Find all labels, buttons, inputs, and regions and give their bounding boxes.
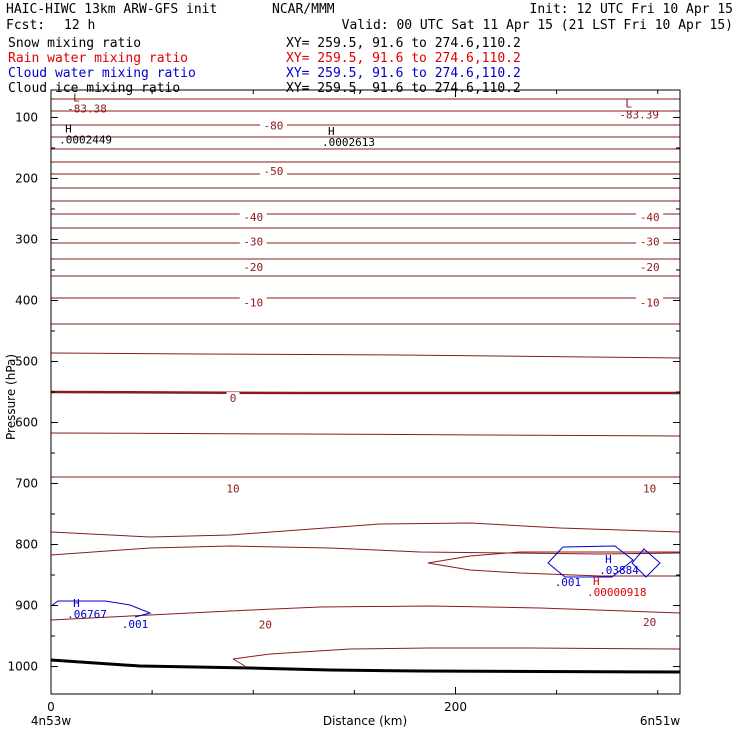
cloud-water-labels: .001 .001 — [122, 576, 581, 631]
extremum-value: -83.39 — [619, 109, 659, 122]
extremum-letter: H — [73, 597, 80, 610]
isotherm-line — [232, 658, 246, 667]
isotherm-labels: -80 -50 -40 -40 -30 -30 -20 -20 -10 -10 0 10 10 20 20 — [223, 119, 664, 631]
extremum-value: -83.38 — [67, 103, 107, 116]
extremum-letter: H — [593, 575, 600, 588]
isotherm-label-bg — [223, 482, 244, 495]
isotherm-label: -30 — [243, 235, 263, 248]
y-tick-label: 200 — [15, 171, 38, 185]
isotherm-line — [50, 605, 681, 621]
field-cloudwater-name: Cloud water mixing ratio — [8, 66, 196, 81]
isotherm-label-bg — [259, 119, 287, 132]
isotherm-label-bg — [226, 392, 240, 405]
field-rain-xy: XY= 259.5, 91.6 to 274.6,110.2 — [286, 51, 521, 66]
cloud-water-contour — [631, 548, 661, 578]
isotherm-label-bg — [636, 296, 664, 309]
cloud-water-contours — [50, 545, 661, 618]
terrain-line — [50, 658, 681, 674]
isotherm-label: -10 — [243, 296, 263, 309]
isotherm-label-bg — [639, 616, 660, 629]
isotherm-label-bg — [259, 165, 287, 178]
field-legend: Snow mixing ratio XY= 259.5, 91.6 to 274… — [8, 36, 521, 96]
field-cloudice-name: Cloud ice mixing ratio — [8, 81, 180, 96]
x-tick-label: 200 — [444, 700, 467, 714]
extremum-letter: H — [65, 123, 72, 136]
field-rain-name: Rain water mixing ratio — [8, 51, 188, 66]
isotherm-label: 20 — [643, 616, 656, 629]
isotherm-line — [50, 352, 681, 359]
isotherm-line — [427, 551, 680, 577]
isotherm-line — [50, 432, 681, 437]
isotherm-label-bg — [255, 618, 276, 631]
isotherm-label-bg — [636, 235, 664, 248]
header-center-title: NCAR/MMM — [272, 2, 335, 17]
y-tick-label: 700 — [15, 477, 38, 491]
isotherm-label-bg — [636, 210, 664, 223]
y-tick-label: 100 — [15, 110, 38, 124]
extrema-labels: L-83.38 L-83.39H.0002449H.0002613H.06767H… — [59, 92, 659, 621]
y-tick-label: 800 — [15, 538, 38, 552]
y-tick-label: 900 — [15, 599, 38, 613]
extremum-letter: L — [625, 98, 632, 111]
isotherm-line — [50, 522, 681, 538]
isotherm-label-bg — [636, 260, 664, 273]
extremum-letter: H — [605, 553, 612, 566]
field-snow-xy: XY= 259.5, 91.6 to 274.6,110.2 — [286, 36, 521, 51]
y-tick-label: 1000 — [7, 660, 38, 674]
extremum-value: .00000918 — [587, 586, 647, 599]
isotherm-label: 0 — [230, 392, 237, 405]
x-axis-label: Distance (km) — [323, 714, 407, 728]
extremum-value: .0002613 — [322, 136, 375, 149]
y-tick-label: 300 — [15, 232, 38, 246]
y-tick-label: 400 — [15, 293, 38, 307]
extremum-value: .0002449 — [59, 134, 112, 147]
x-tick-label: 0 — [47, 700, 55, 714]
x-axis: 0 200 — [47, 90, 659, 714]
extremum-value: .06767 — [67, 608, 107, 621]
cloud-water-contour — [547, 545, 634, 578]
isotherm-label: 10 — [226, 482, 239, 495]
isotherm-label: -40 — [640, 211, 660, 224]
extremum-letter: H — [328, 125, 335, 138]
isotherm-lines — [50, 98, 681, 667]
isotherm-label: -80 — [264, 119, 284, 132]
extremum-value: .03884 — [599, 564, 639, 577]
cloud-water-label: .001 — [555, 576, 582, 589]
endpoint-right-label: 6n51w — [640, 714, 681, 728]
isotherm-line — [50, 545, 681, 556]
y-tick-label: 500 — [15, 354, 38, 368]
field-cloudwater-xy: XY= 259.5, 91.6 to 274.6,110.2 — [286, 66, 521, 81]
isotherm-label-bg — [239, 210, 267, 223]
isotherm-label: -20 — [640, 261, 660, 274]
isotherm-line-zero — [50, 390, 680, 395]
header-fcst-label: Fcst: — [6, 18, 45, 33]
header-valid: Valid: 00 UTC Sat 11 Apr 15 (21 LST Fri … — [342, 18, 733, 33]
header-fcst-value: 12 h — [64, 18, 95, 33]
isotherm-label-bg — [239, 235, 267, 248]
cloud-water-contour — [50, 600, 152, 618]
isotherm-label-bg — [239, 260, 267, 273]
isotherm-label: -20 — [243, 261, 263, 274]
field-snow-name: Snow mixing ratio — [8, 36, 141, 51]
y-tick-label: 600 — [15, 416, 38, 430]
isotherm-label: -40 — [243, 211, 263, 224]
isotherm-line — [232, 647, 681, 660]
endpoint-left-label: 4n53w — [31, 714, 72, 728]
isotherm-label: 10 — [643, 482, 656, 495]
cloud-water-label: .001 — [122, 618, 149, 631]
isotherm-label: -10 — [640, 296, 660, 309]
isotherm-label: -30 — [640, 235, 660, 248]
isotherm-label: -50 — [264, 165, 284, 178]
y-axis-label: Pressure (hPa) — [4, 354, 18, 440]
isotherm-label: 20 — [259, 618, 272, 631]
isotherm-label-bg — [639, 482, 660, 495]
field-cloudice-xy: XY= 259.5, 91.6 to 274.6,110.2 — [286, 81, 521, 96]
extremum-letter: L — [73, 92, 80, 105]
header-init: Init: 12 UTC Fri 10 Apr 15 — [530, 2, 734, 17]
header-left-title: HAIC-HIWC 13km ARW-GFS init — [6, 2, 217, 17]
isotherm-label-bg — [239, 296, 267, 309]
